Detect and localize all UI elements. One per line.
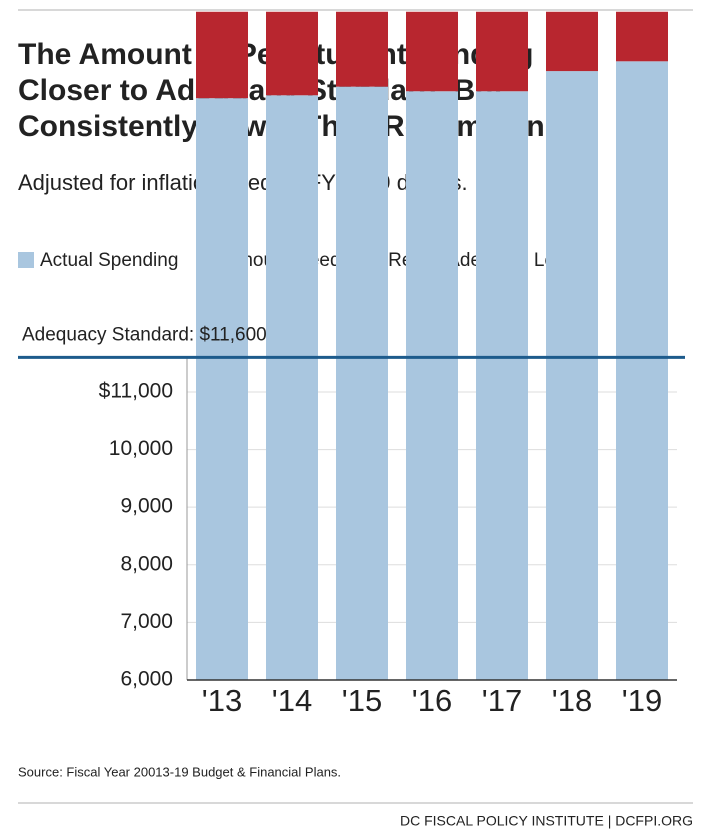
y-tick-label: 6,000	[120, 668, 173, 691]
y-tick-label: $11,000	[99, 380, 173, 403]
bar-segment	[406, 91, 458, 680]
bar-segment	[266, 11, 318, 96]
bar-segment	[266, 95, 318, 681]
bar-segment	[336, 86, 388, 681]
y-tick-label: 7,000	[120, 610, 173, 633]
bar-segment	[406, 11, 458, 92]
bar-segment	[546, 71, 598, 680]
bar-segment	[616, 61, 668, 680]
x-tick-label: '13	[202, 683, 242, 718]
adequacy-label: Adequacy Standard: $11,600	[22, 324, 267, 345]
bar-segment	[196, 98, 248, 681]
legend-swatch	[18, 252, 34, 268]
x-tick-label: '17	[482, 683, 522, 718]
footer: DC FISCAL POLICY INSTITUTE | DCFPI.ORG	[400, 813, 693, 829]
x-tick-label: '19	[622, 683, 662, 718]
bar-segment	[336, 11, 388, 87]
y-tick-label: 10,000	[109, 437, 173, 460]
x-tick-label: '18	[552, 683, 592, 718]
bar-segment	[476, 11, 528, 92]
x-tick-label: '14	[272, 683, 312, 718]
legend-label: Actual Spending	[40, 250, 178, 271]
source: Source: Fiscal Year 20013-19 Budget & Fi…	[18, 764, 341, 779]
x-tick-label: '15	[342, 683, 382, 718]
bar-segment	[196, 11, 248, 99]
bar-segment	[616, 11, 668, 62]
bar-segment	[546, 11, 598, 72]
y-tick-label: 9,000	[120, 495, 173, 518]
y-tick-label: 8,000	[120, 552, 173, 575]
bar-segment	[476, 91, 528, 680]
x-tick-label: '16	[412, 683, 452, 718]
